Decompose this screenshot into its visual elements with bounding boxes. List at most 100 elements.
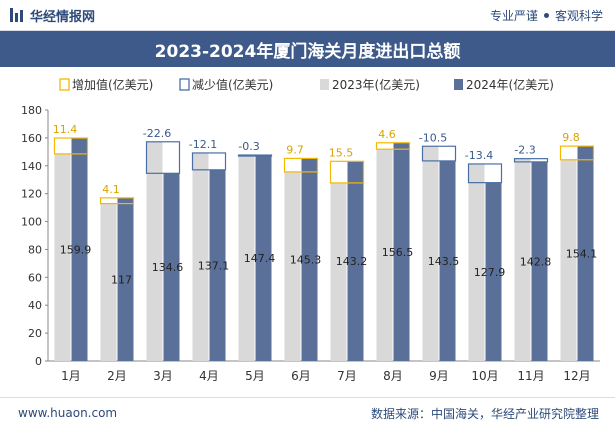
x-tick-label: 1月 bbox=[61, 369, 81, 383]
change-label: 9.7 bbox=[286, 143, 304, 156]
value-label: 134.6 bbox=[152, 261, 184, 274]
decrease-outline bbox=[467, 163, 503, 184]
bar-2024 bbox=[531, 161, 548, 361]
value-label: 145.3 bbox=[290, 254, 322, 267]
legend-label: 增加值(亿美元) bbox=[72, 77, 153, 92]
bar-2023 bbox=[54, 153, 71, 361]
bars bbox=[53, 137, 595, 361]
x-tick-label: 9月 bbox=[429, 369, 449, 383]
axes: 0 20 40 60 80 100 120 140 160 180 1月 2月 3月 4月 5月 6月 7月 8月… bbox=[21, 104, 600, 383]
increase-outline bbox=[99, 197, 135, 205]
y-tick-label: 140 bbox=[21, 160, 42, 173]
change-label: -2.3 bbox=[514, 144, 535, 157]
x-tick-label: 6月 bbox=[291, 369, 311, 383]
bar-2023 bbox=[238, 155, 255, 361]
brand[interactable]: 华经情报网 bbox=[10, 6, 95, 25]
bar-2023 bbox=[330, 182, 347, 361]
value-label: 156.5 bbox=[382, 246, 414, 259]
increase-outline bbox=[53, 137, 89, 155]
tagline: 专业严谨 客观科学 bbox=[490, 7, 603, 24]
increase-outline bbox=[283, 157, 319, 173]
legend: 增加值(亿美元) 减少值(亿美元) 2023年(亿美元) 2024年(亿美元) bbox=[59, 77, 554, 92]
bar-chart: 增加值(亿美元) 减少值(亿美元) 2023年(亿美元) 2024年(亿美元) 0 20… bbox=[21, 77, 600, 383]
bar-2024 bbox=[439, 160, 456, 361]
labels: 11.4 159.9 4.1 117 -22.6 134.6 -12.1 137.1 -0.3 1… bbox=[53, 123, 598, 286]
change-label: -13.4 bbox=[465, 149, 493, 162]
decrease-outline bbox=[191, 152, 227, 171]
bar-2024 bbox=[71, 138, 88, 361]
bar-2024 bbox=[393, 142, 410, 361]
value-label: 127.9 bbox=[474, 266, 506, 279]
decrease-outline bbox=[513, 158, 549, 163]
increase-outline bbox=[559, 145, 595, 161]
tagline-left: 专业严谨 bbox=[489, 8, 538, 23]
legend-swatch bbox=[454, 79, 463, 90]
change-label: -10.5 bbox=[419, 131, 447, 144]
value-label: 143.2 bbox=[336, 255, 368, 268]
bar-2024 bbox=[163, 173, 180, 361]
decrease-outline bbox=[145, 141, 181, 174]
y-tick-label: 120 bbox=[21, 188, 42, 201]
footer-source: 数据来源：中国海关，华经产业研究院整理 bbox=[370, 406, 599, 421]
change-label: 4.6 bbox=[378, 128, 396, 141]
footer: www.huaon.com 数据来源：中国海关，华经产业研究院整理 bbox=[0, 397, 615, 428]
y-tick-label: 180 bbox=[21, 104, 42, 117]
y-tick-label: 80 bbox=[28, 243, 42, 256]
bar-chart-icon bbox=[10, 8, 24, 22]
bar-2023 bbox=[192, 152, 209, 361]
change-label: 11.4 bbox=[53, 123, 78, 136]
y-tick-label: 0 bbox=[35, 355, 42, 368]
legend-label: 2023年(亿美元) bbox=[332, 77, 420, 92]
bar-2023 bbox=[422, 146, 439, 361]
tagline-right: 客观科学 bbox=[554, 8, 603, 23]
bar-2024 bbox=[485, 182, 502, 361]
y-tick-label: 40 bbox=[28, 299, 42, 312]
y-tick-label: 20 bbox=[28, 327, 42, 340]
value-label: 137.1 bbox=[198, 259, 230, 272]
brand-name: 华经情报网 bbox=[30, 9, 96, 25]
change-label: -22.6 bbox=[143, 127, 171, 140]
legend-swatch bbox=[179, 78, 190, 91]
y-tick-label: 60 bbox=[28, 271, 42, 284]
bar-2024 bbox=[255, 155, 272, 361]
y-tick-label: 160 bbox=[21, 132, 42, 145]
footer-website[interactable]: www.huaon.com bbox=[18, 406, 118, 420]
bar-2023 bbox=[376, 149, 393, 361]
x-tick-label: 7月 bbox=[337, 369, 357, 383]
top-bar: 华经情报网 专业严谨 客观科学 bbox=[0, 0, 615, 31]
x-tick-label: 3月 bbox=[153, 369, 173, 383]
value-label: 159.9 bbox=[60, 244, 92, 257]
decrease-outline bbox=[237, 154, 273, 157]
dot-separator-icon bbox=[543, 12, 549, 18]
bar-2023 bbox=[146, 141, 163, 361]
value-label: 147.4 bbox=[244, 252, 276, 265]
change-label: -12.1 bbox=[189, 138, 217, 151]
x-tick-label: 4月 bbox=[199, 369, 219, 383]
x-tick-label: 5月 bbox=[245, 369, 265, 383]
decrease-outline bbox=[421, 145, 457, 162]
x-tick-label: 8月 bbox=[383, 369, 403, 383]
change-label: -0.3 bbox=[238, 140, 259, 153]
legend-swatch bbox=[320, 79, 329, 90]
chart-title: 2023-2024年厦门海关月度进出口总额 bbox=[0, 31, 615, 67]
increase-outline bbox=[375, 142, 411, 150]
legend-label: 减少值(亿美元) bbox=[192, 77, 273, 92]
increase-outline bbox=[329, 160, 365, 184]
legend-label: 2024年(亿美元) bbox=[466, 77, 554, 92]
bar-2024 bbox=[347, 161, 364, 361]
change-label: 15.5 bbox=[329, 146, 354, 159]
bar-2023 bbox=[560, 159, 577, 361]
bar-2024 bbox=[577, 146, 594, 361]
y-tick-label: 100 bbox=[21, 216, 42, 229]
x-tick-label: 11月 bbox=[517, 369, 544, 383]
bar-2023 bbox=[100, 203, 117, 361]
bar-2023 bbox=[284, 171, 301, 361]
x-tick-label: 10月 bbox=[471, 369, 498, 383]
value-label: 142.8 bbox=[520, 255, 552, 268]
bar-2023 bbox=[468, 163, 485, 361]
change-label: 4.1 bbox=[102, 183, 120, 196]
legend-swatch bbox=[59, 78, 70, 91]
bar-2023 bbox=[514, 158, 531, 361]
bar-2024 bbox=[117, 197, 134, 361]
value-label: 143.5 bbox=[428, 255, 460, 268]
